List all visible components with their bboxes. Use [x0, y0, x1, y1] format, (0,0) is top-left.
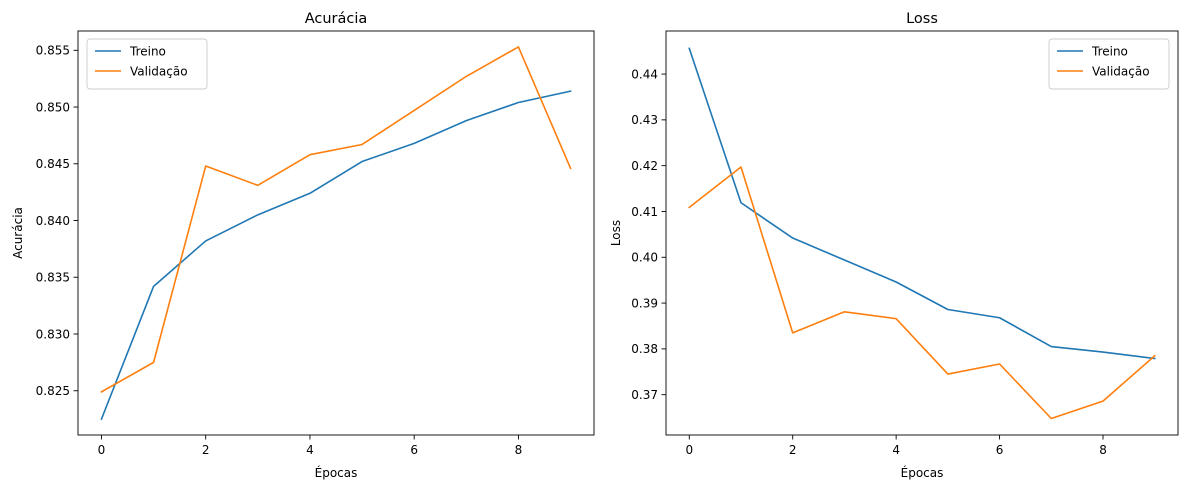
y-tick-label: 0.825 — [36, 384, 70, 398]
y-tick-label: 0.44 — [631, 67, 658, 81]
x-tick-label: 2 — [789, 443, 797, 457]
y-tick-label: 0.845 — [36, 157, 70, 171]
x-tick-label: 8 — [515, 443, 523, 457]
series-line-validacao — [100, 46, 572, 393]
x-tick-label: 2 — [202, 443, 210, 457]
y-tick-label: 0.840 — [36, 214, 70, 228]
series-line-validacao — [688, 166, 1156, 420]
y-axis-label: Acurácia — [11, 207, 25, 259]
x-tick-label: 0 — [98, 443, 106, 457]
y-tick-label: 0.850 — [36, 100, 70, 114]
series-line-treino — [688, 47, 1156, 360]
x-tick-label: 6 — [410, 443, 418, 457]
x-axis-label: Épocas — [901, 465, 944, 480]
x-tick-label: 0 — [685, 443, 693, 457]
y-tick-label: 0.37 — [631, 388, 658, 402]
plot-frame — [665, 30, 1179, 436]
legend-label: Treino — [129, 45, 166, 59]
y-tick-label: 0.43 — [631, 113, 658, 127]
y-axis-label: Loss — [609, 220, 623, 246]
y-tick-label: 0.40 — [631, 251, 658, 265]
chart-panel-2: 0 2 4 6 8 0.37 0.38 0.39 0.40 0.41 0.42 0.43 0.44 Los… — [609, 11, 1179, 480]
legend-label: Treino — [1091, 45, 1128, 59]
x-tick-label: 4 — [892, 443, 900, 457]
y-tick-label: 0.830 — [36, 327, 70, 341]
legend-label: Validação — [1092, 65, 1150, 79]
x-tick-label: 4 — [306, 443, 314, 457]
y-tick-label: 0.835 — [36, 271, 70, 285]
y-tick-label: 0.38 — [631, 342, 658, 356]
x-tick-label: 8 — [1099, 443, 1107, 457]
x-tick-label: 6 — [996, 443, 1004, 457]
y-tick-label: 0.855 — [36, 44, 70, 58]
x-axis-label: Épocas — [315, 465, 358, 480]
legend: Treino Validação — [86, 38, 208, 90]
series-line-treino — [100, 90, 572, 421]
plot-frame — [77, 30, 595, 436]
y-tick-label: 0.42 — [631, 159, 658, 173]
y-tick-label: 0.39 — [631, 296, 658, 310]
chart-title: Loss — [906, 11, 938, 27]
y-tick-label: 0.41 — [631, 205, 658, 219]
legend-label: Validação — [130, 65, 188, 79]
legend: Treino Validação — [1048, 38, 1170, 90]
chart-title: Acurácia — [305, 11, 368, 27]
chart-panel-1: 0 2 4 6 8 0.825 0.830 0.835 0.840 0.845 0.850 0.855… — [11, 11, 595, 480]
